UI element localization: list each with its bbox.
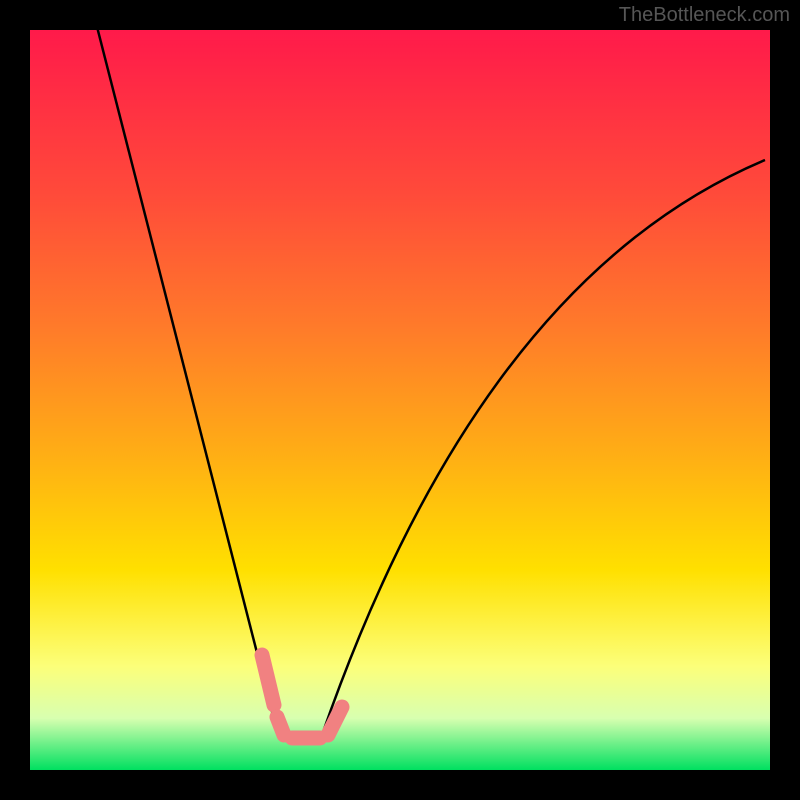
watermark-text: TheBottleneck.com: [619, 4, 790, 27]
trough-marker: [262, 655, 274, 705]
curve-left-branch: [94, 15, 278, 735]
chart-svg-layer: [0, 0, 800, 800]
trough-marker: [277, 717, 284, 735]
curve-right-branch: [322, 160, 765, 735]
